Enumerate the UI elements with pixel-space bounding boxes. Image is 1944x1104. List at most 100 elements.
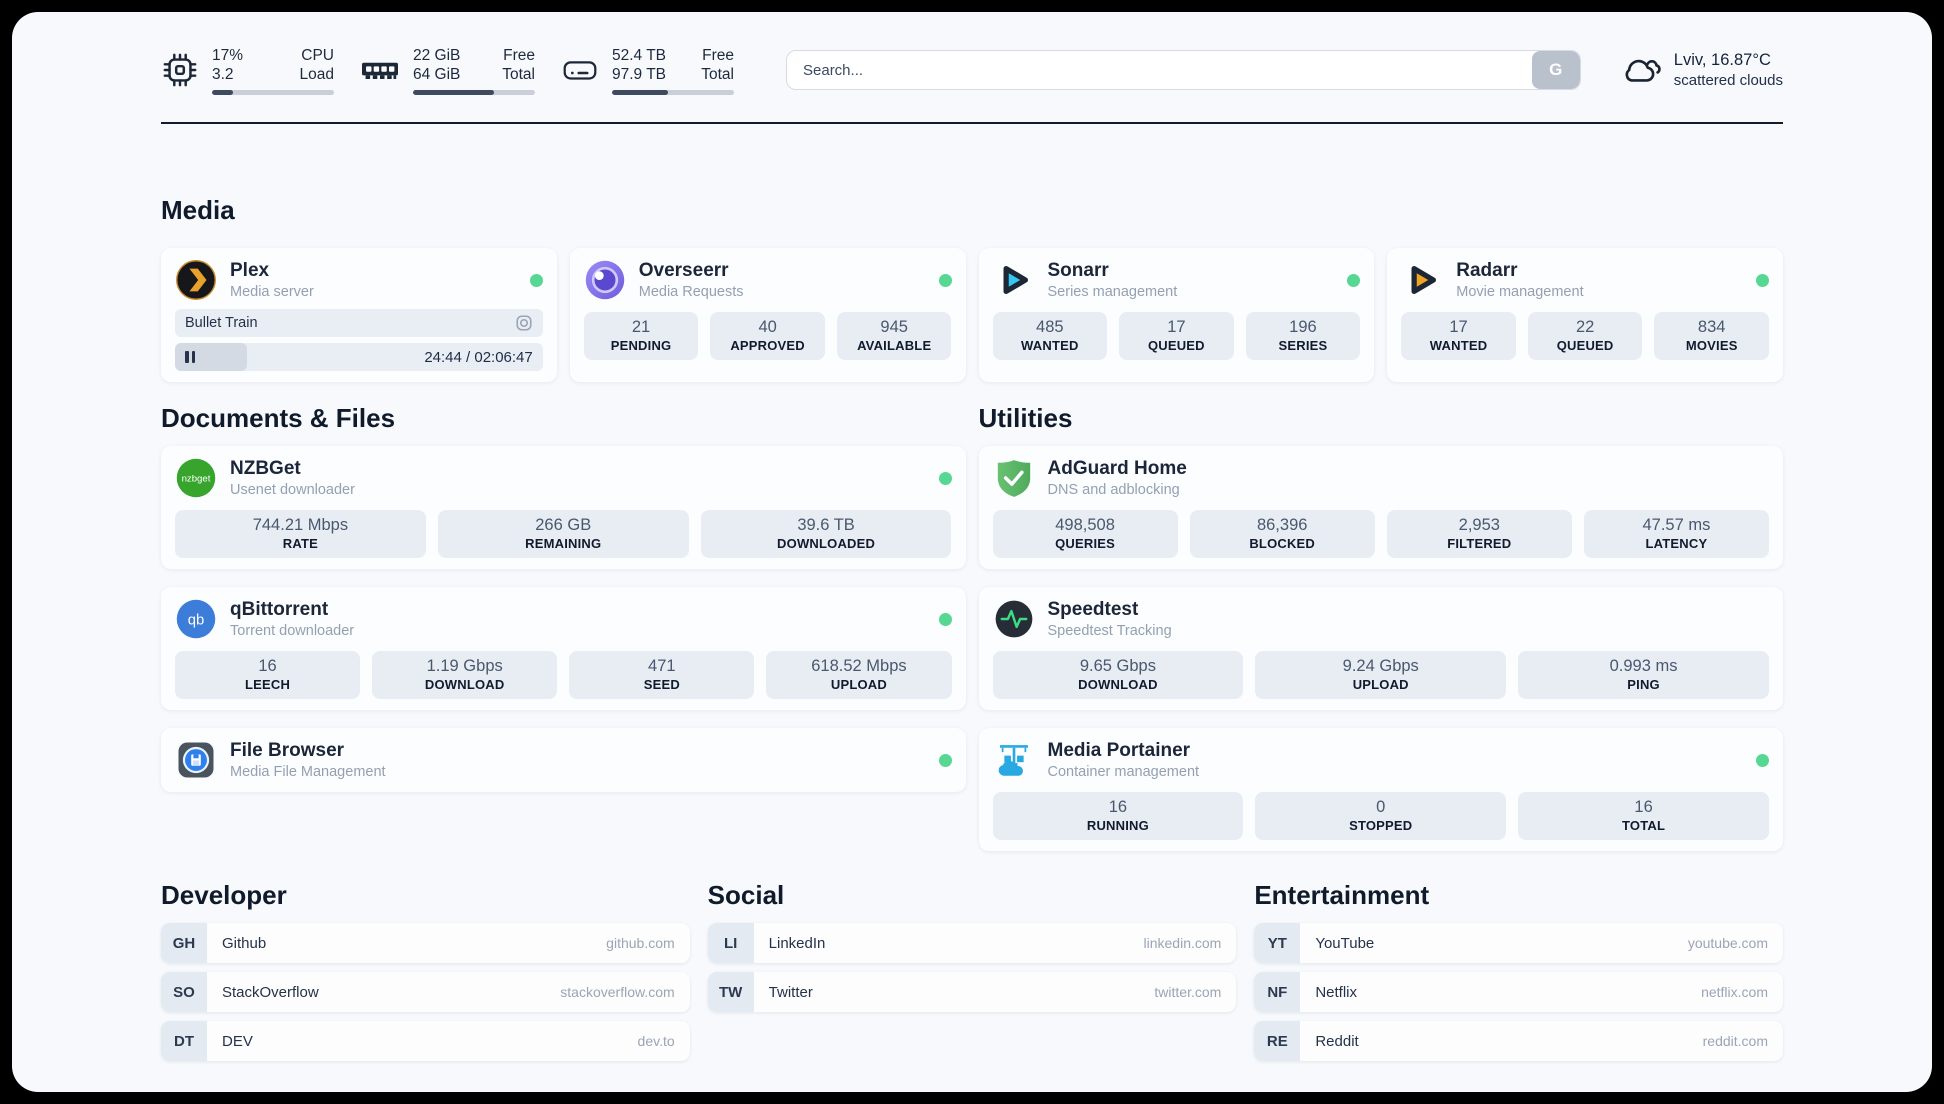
disk-labels: Free Total [701, 46, 734, 83]
section-title-developer: Developer [161, 880, 287, 910]
app-title: Speedtest [1047, 599, 1139, 620]
bookmark-dev[interactable]: DT DEV dev.to [161, 1021, 690, 1061]
svg-text:nzbget: nzbget [182, 474, 211, 485]
app-card-nzbget[interactable]: nzbget NZBGet Usenet downloader 744.21 M… [161, 446, 966, 569]
stat-value: 86,396 [1256, 516, 1308, 534]
speedtest-icon [993, 598, 1035, 640]
stat-label: DOWNLOADED [777, 536, 876, 551]
search-input[interactable] [787, 51, 1532, 89]
app-title: Media Portainer [1047, 740, 1191, 761]
app-card-adguard[interactable]: AdGuard Home DNS and adblocking 498,508 … [978, 446, 1783, 569]
bookmark-linkedin[interactable]: LI LinkedIn linkedin.com [707, 923, 1237, 963]
stat-box-wanted: 485 WANTED [992, 312, 1108, 360]
plex-icon [175, 259, 217, 301]
app-title: Sonarr [1047, 260, 1109, 281]
app-card-portainer[interactable]: Media Portainer Container management 16 … [978, 728, 1783, 851]
session-detail-icon[interactable] [515, 314, 533, 332]
cloud-icon [1619, 52, 1661, 88]
stat-label: SERIES [1278, 338, 1328, 353]
stat-label: DOWNLOAD [424, 677, 505, 692]
bookmark-url: github.com [606, 935, 675, 951]
sonarr-icon [993, 259, 1035, 301]
stat-box-download: 9.65 Gbps DOWNLOAD [992, 651, 1244, 699]
app-subtitle: Media Requests [638, 284, 744, 300]
app-card-overseerr[interactable]: Overseerr Media Requests 21 PENDING 40 A… [569, 248, 966, 382]
stat-box-upload: 618.52 Mbps UPLOAD [766, 651, 952, 699]
cpu-progressbar [212, 89, 334, 95]
stat-label: DOWNLOAD [1078, 677, 1158, 692]
app-card-radarr[interactable]: Radarr Movie management 17 WANTED 22 QUE… [1387, 248, 1783, 382]
stat-box-pending: 21 PENDING [583, 312, 699, 360]
bookmark-youtube[interactable]: YT YouTube youtube.com [1254, 923, 1783, 963]
qbittorrent-icon: qb [175, 598, 217, 640]
stat-label: SEED [643, 677, 680, 692]
app-card-speedtest[interactable]: Speedtest Speedtest Tracking 9.65 Gbps D… [978, 587, 1783, 710]
pause-icon [185, 351, 195, 363]
bookmark-abbr: NF [1254, 972, 1301, 1012]
bookmark-url: dev.to [637, 1033, 675, 1049]
bookmark-name: Twitter [768, 983, 813, 1001]
app-title: File Browser [230, 740, 345, 761]
stat-box-series: 196 SERIES [1245, 312, 1361, 360]
bookmark-netflix[interactable]: NF Netflix netflix.com [1254, 972, 1783, 1012]
app-card-filebrowser[interactable]: File Browser Media File Management [161, 728, 966, 792]
memory-progressbar [413, 89, 535, 95]
stat-box-blocked: 86,396 BLOCKED [1189, 510, 1375, 558]
bookmark-stackoverflow[interactable]: SO StackOverflow stackoverflow.com [161, 972, 690, 1012]
stat-value: 498,508 [1055, 516, 1115, 534]
stat-value: 17 [1167, 318, 1186, 336]
stat-box-downloaded: 39.6 TB DOWNLOADED [700, 510, 952, 558]
stat-box-upload: 9.24 Gbps UPLOAD [1255, 651, 1507, 699]
bookmark-name: DEV [222, 1032, 253, 1050]
stat-value: 40 [758, 318, 777, 336]
playback-time: 24:44 / 02:06:47 [424, 348, 533, 366]
app-subtitle: Speedtest Tracking [1047, 623, 1172, 639]
bookmark-twitter[interactable]: TW Twitter twitter.com [707, 972, 1237, 1012]
app-card-plex[interactable]: Plex Media server Bullet Train 24:44 / 0… [161, 248, 557, 382]
stat-value: 618.52 Mbps [811, 657, 907, 675]
app-card-qbittorrent[interactable]: qb qBittorrent Torrent downloader 16 LEE… [161, 587, 966, 710]
cpu-icon [161, 51, 199, 89]
nzbget-icon: nzbget [175, 457, 217, 499]
stat-label: UPLOAD [1352, 677, 1409, 692]
stat-label: MOVIES [1685, 338, 1738, 353]
app-subtitle: Media server [230, 284, 314, 300]
disk-progressbar [612, 89, 734, 95]
cpu-labels: CPU Load [299, 46, 334, 83]
app-subtitle: Container management [1047, 764, 1200, 780]
stat-label: WANTED [1021, 338, 1079, 353]
stat-value: 266 GB [535, 516, 592, 534]
bookmark-abbr: TW [707, 972, 754, 1012]
search-widget: G [786, 50, 1581, 90]
stat-box-running: 16 RUNNING [992, 792, 1244, 840]
bookmark-abbr: RE [1254, 1021, 1301, 1061]
topbar-divider [161, 122, 1783, 124]
playback-progress-row: 24:44 / 02:06:47 [175, 343, 543, 371]
weather-widget: Lviv, 16.87°C scattered clouds [1619, 50, 1783, 91]
stat-value: 0 [1376, 798, 1386, 816]
stat-value: 485 [1036, 318, 1064, 336]
bookmark-github[interactable]: GH Github github.com [161, 923, 690, 963]
status-dot [1347, 273, 1361, 287]
stat-box-filtered: 2,953 FILTERED [1386, 510, 1572, 558]
memory-widget: 22 GiB 64 GiB Free Total [360, 46, 535, 95]
bookmark-reddit[interactable]: RE Reddit reddit.com [1254, 1021, 1783, 1061]
cpu-values: 17% 3.2 [212, 46, 244, 83]
stat-value: 16 [1108, 798, 1128, 816]
app-card-sonarr[interactable]: Sonarr Series management 485 WANTED 17 Q… [978, 248, 1375, 382]
bookmark-name: Reddit [1315, 1032, 1359, 1050]
stat-box-queries: 498,508 QUERIES [992, 510, 1178, 558]
search-engine-button[interactable]: G [1531, 51, 1580, 89]
stat-value: 39.6 TB [797, 516, 855, 534]
stat-value: 21 [631, 318, 651, 336]
bookmark-abbr: DT [161, 1021, 207, 1061]
stat-value: 47.57 ms [1642, 516, 1711, 534]
stat-box-rate: 744.21 Mbps RATE [175, 510, 426, 558]
stat-label: PENDING [610, 338, 672, 353]
section-title-documents: Documents & Files [161, 403, 396, 433]
filebrowser-icon [175, 739, 217, 781]
stat-box-approved: 40 APPROVED [710, 312, 825, 360]
stat-box-latency: 47.57 ms LATENCY [1583, 510, 1769, 558]
portainer-icon [993, 739, 1035, 781]
bookmark-name: StackOverflow [222, 983, 319, 1001]
